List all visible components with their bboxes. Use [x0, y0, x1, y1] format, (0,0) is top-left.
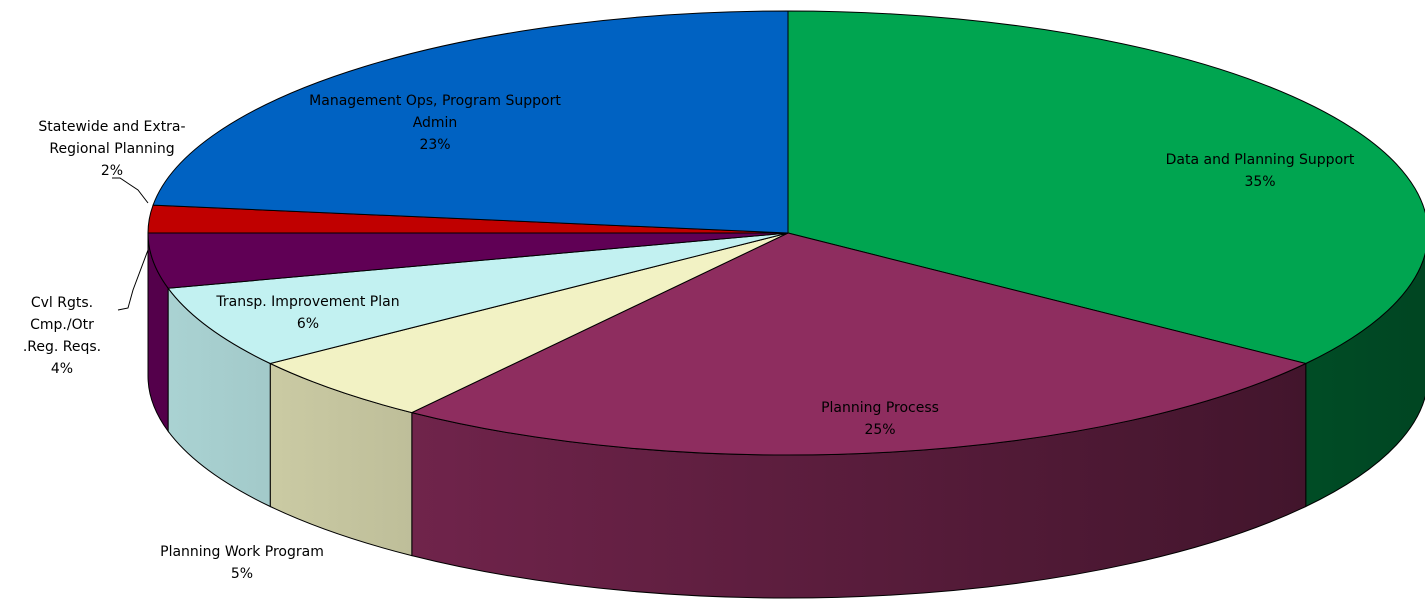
pie-sides: [147, 232, 1425, 599]
leader-line: [117, 249, 149, 311]
slice: [787, 10, 1425, 365]
value-label: 2%: [100, 163, 124, 179]
category-label: Transp. Improvement Plan: [216, 294, 400, 310]
slice: [410, 232, 1308, 456]
category-label: Planning Work Program: [160, 544, 324, 560]
category-label: Management Ops, Program Support Admin: [309, 93, 561, 131]
slice-label: Data and Planning Support 35%: [1166, 149, 1355, 193]
category-label: Planning Process: [821, 400, 939, 416]
slice: [167, 232, 789, 365]
category-label: Data and Planning Support: [1165, 152, 1355, 168]
value-label: 6%: [296, 316, 320, 332]
slice-label: Management Ops, Program Support Admin 23%: [293, 90, 578, 156]
value-label: 5%: [230, 566, 254, 582]
slice-label: Planning Process 25%: [821, 397, 939, 441]
value-label: 25%: [864, 422, 896, 438]
slice-label: Statewide and Extra-Regional Planning 2%: [23, 116, 201, 182]
value-label: 23%: [419, 137, 451, 153]
category-label: Cvl Rgts. Cmp./Otr .Reg. Reqs.: [22, 295, 102, 355]
slice: [268, 232, 789, 414]
slice-label: Planning Work Program 5%: [160, 541, 324, 585]
leader-line: [112, 177, 149, 204]
value-label: 35%: [1244, 174, 1276, 190]
value-label: 4%: [50, 361, 74, 377]
slice-label: Cvl Rgts. Cmp./Otr .Reg. Reqs. 4%: [13, 292, 111, 380]
slice-label: Transp. Improvement Plan 6%: [216, 291, 399, 335]
pie-tops: [147, 10, 1425, 456]
category-label: Statewide and Extra-Regional Planning: [38, 119, 186, 157]
slice: [152, 10, 789, 234]
